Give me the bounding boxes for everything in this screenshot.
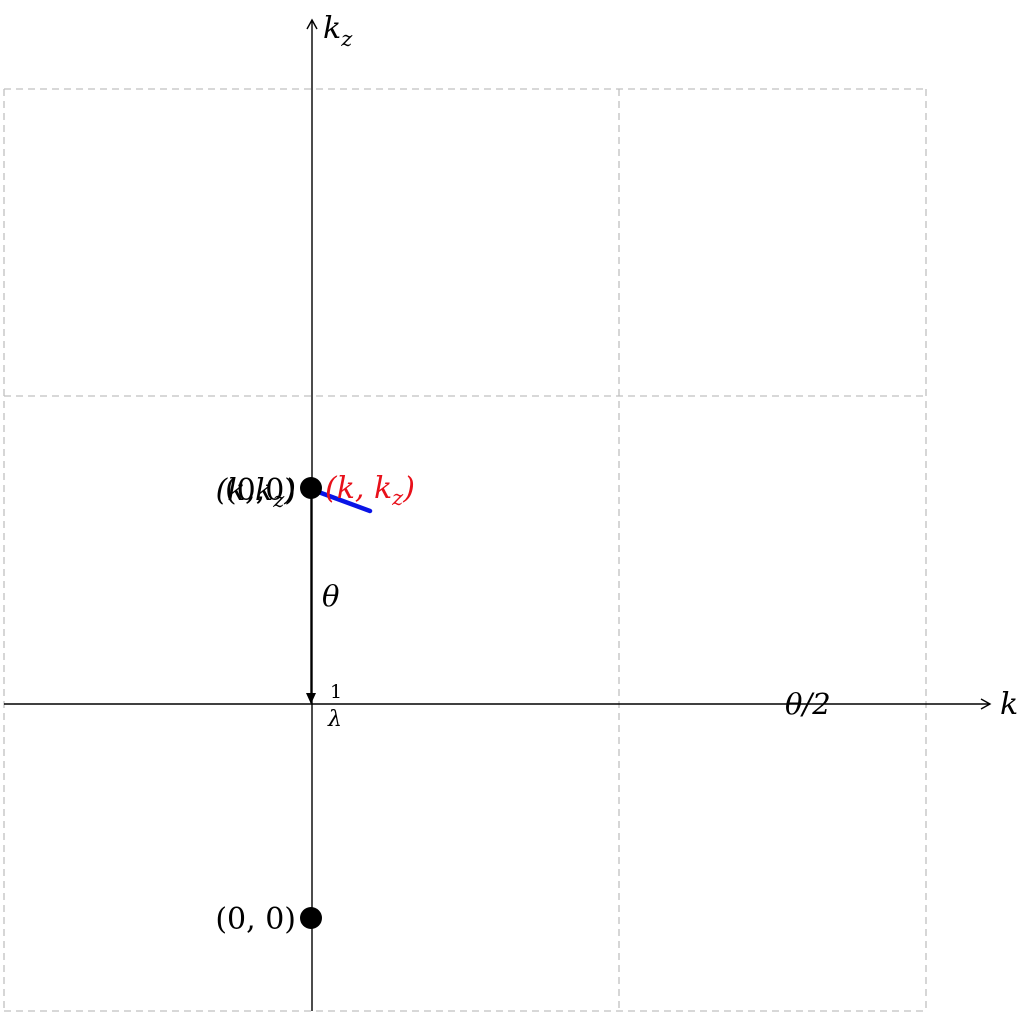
red-point-label-open: (k, k xyxy=(325,471,392,506)
upper-point-label-b: (k,kz) xyxy=(216,473,296,512)
fraction-denominator: λ xyxy=(327,707,342,732)
theta-half-label: θ/2 xyxy=(785,687,831,721)
upper-point-label-b-main: (k,k xyxy=(216,473,274,508)
vertical-axis-label-sub: z xyxy=(340,27,353,51)
upper-point-label-b-close: ) xyxy=(283,473,296,508)
red-point-label: (k, kz) xyxy=(325,471,415,510)
fraction-numerator: 1 xyxy=(330,681,342,703)
dashed-grid xyxy=(3,88,927,1012)
upper-point xyxy=(300,477,322,499)
lower-point-label: (0, 0) xyxy=(215,902,296,937)
upper-point-label-a: (0,0) xyxy=(225,473,296,508)
red-point-label-close: ) xyxy=(402,471,415,506)
vertical-axis-label-base: k xyxy=(323,11,341,46)
vertical-axis-label: kz xyxy=(323,11,353,51)
red-point-label-sub: z xyxy=(391,486,404,510)
upper-point-label-b-sub: z xyxy=(272,488,285,512)
blue-vector xyxy=(310,487,373,514)
theta-label: θ xyxy=(322,579,339,613)
lower-point xyxy=(300,907,322,929)
horizontal-axis-label: k xyxy=(1000,687,1018,722)
